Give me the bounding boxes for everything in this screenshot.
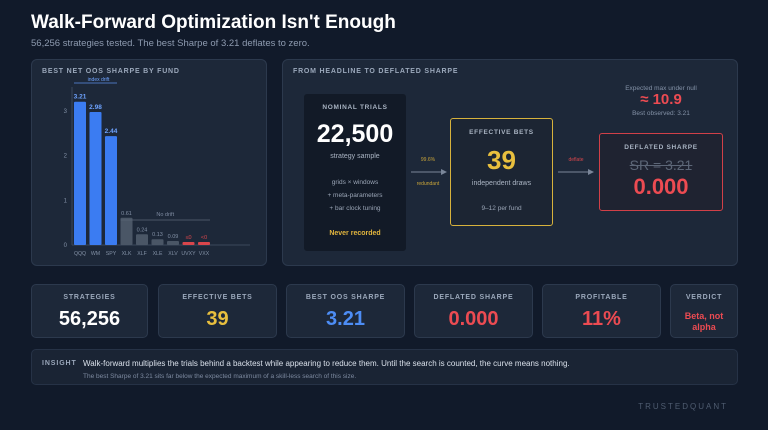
sharpe-bar-chart: 0 1 2 3 3.21 QQQ 2.98 WM 2.44 SPY 0.61 XLK 0.24 XLF 0.… (64, 77, 250, 257)
effective-label: EFFECTIVE BETS (469, 129, 534, 136)
card-value: 39 (206, 308, 229, 330)
effective-caption: independent draws (471, 180, 532, 187)
no-drift-label: No drift (156, 212, 174, 218)
nominal-item: + meta-parameters (327, 192, 383, 199)
deflate-label: deflate (568, 157, 584, 163)
flow-panel: FROM HEADLINE TO DEFLATED SHARPE NOMINAL… (282, 59, 738, 266)
arrow-right-icon (558, 169, 594, 175)
card-profitable: PROFITABLE 11% (542, 284, 661, 338)
bar (182, 242, 195, 245)
bar (120, 217, 133, 245)
card-value: 3.21 (326, 308, 365, 330)
card-strategies: STRATEGIES 56,256 (31, 284, 148, 338)
data-label: <0 (201, 235, 207, 241)
page-subtitle: 56,256 strategies tested. The best Sharp… (31, 38, 310, 49)
y-tick-label: 1 (64, 198, 68, 204)
redundancy-label: redundant (416, 181, 440, 187)
data-label: 3.21 (74, 94, 87, 101)
x-tick-label: UVXY (181, 251, 196, 257)
struck-sharpe: SR = 3.21 (629, 157, 693, 173)
data-label: 0.61 (121, 211, 132, 217)
best-observed-note: Best observed: 3.21 (632, 110, 690, 117)
bar (151, 239, 164, 245)
nominal-value: 22,500 (316, 120, 394, 148)
x-tick-label: SPY (106, 251, 117, 257)
insight-bar: INSIGHT Walk-forward multiplies the tria… (31, 349, 738, 385)
null-max-value: ≈ 10.9 (640, 91, 682, 108)
card-best-oos-sharpe: BEST OOS SHARPE 3.21 (286, 284, 405, 338)
card-effective-bets: EFFECTIVE BETS 39 (158, 284, 277, 338)
page-title: Walk-Forward Optimization Isn't Enough (31, 12, 396, 33)
deflated-sharpe-box: DEFLATED SHARPE SR = 3.21 0.000 (599, 133, 723, 211)
bar (74, 101, 86, 245)
bar (136, 234, 148, 245)
card-label: DEFLATED SHARPE (433, 294, 514, 301)
card-verdict: VERDICT Beta, not alpha (670, 284, 738, 338)
card-value: 56,256 (58, 308, 121, 330)
data-label: 2.44 (105, 128, 118, 135)
deflated-label: DEFLATED SHARPE (624, 144, 698, 151)
x-tick-label: XLE (153, 251, 163, 257)
flow-title: FROM HEADLINE TO DEFLATED SHARPE (293, 68, 459, 75)
bar (105, 136, 117, 245)
null-max-label: Expected max under null (625, 85, 697, 92)
nominal-item: + bar clock tuning (329, 205, 381, 212)
insight-tag: INSIGHT (42, 360, 77, 367)
x-tick-label: XLF (137, 251, 147, 257)
nominal-item: grids × windows (331, 179, 379, 186)
x-tick-label: QQQ (74, 251, 86, 257)
data-label: 0.13 (152, 232, 163, 238)
nominal-footer: Never recorded (329, 230, 381, 237)
effective-footer: 9–12 per fund (481, 205, 522, 212)
y-tick-label: 0 (64, 243, 68, 249)
card-label: EFFECTIVE BETS (182, 294, 253, 301)
data-label: 0.24 (137, 227, 148, 233)
card-value: 0.000 (448, 308, 499, 330)
card-label: VERDICT (685, 294, 723, 301)
effective-bets-box: EFFECTIVE BETS 39 independent draws 9–12… (450, 118, 553, 226)
brand-logo: TRUSTEDQUANT (638, 402, 728, 411)
chart-title: BEST NET OOS SHARPE BY FUND (42, 68, 180, 75)
card-label: BEST OOS SHARPE (305, 294, 386, 301)
x-tick-label: WM (91, 251, 100, 257)
x-tick-label: XLK (122, 251, 132, 257)
effective-value: 39 (487, 145, 516, 175)
data-label: ≤0 (185, 235, 191, 241)
card-value: 11% (582, 308, 621, 330)
index-drift-label: index drift (88, 77, 110, 83)
nominal-trials-box: NOMINAL TRIALS 22,500 strategy sample gr… (304, 94, 406, 251)
card-deflated-sharpe: DEFLATED SHARPE 0.000 (414, 284, 533, 338)
insight-sub-text: The best Sharpe of 3.21 sits far below t… (83, 373, 357, 380)
x-tick-label: XLV (168, 251, 178, 257)
x-tick-label: VXX (199, 251, 210, 257)
y-tick-label: 3 (64, 109, 68, 115)
arrow-right-icon (411, 169, 447, 175)
card-label: STRATEGIES (63, 294, 116, 301)
insight-main-text: Walk-forward multiplies the trials behin… (83, 359, 570, 368)
redundancy-percent: 99.6% (420, 157, 436, 163)
bar (167, 240, 179, 245)
y-tick-label: 2 (64, 154, 68, 160)
nominal-caption: strategy sample (330, 153, 380, 160)
card-label: PROFITABLE (575, 294, 628, 301)
data-label: 0.09 (168, 234, 179, 240)
deflated-value: 0.000 (633, 174, 689, 199)
bar (89, 111, 102, 245)
data-label: 2.98 (89, 104, 102, 111)
chart-panel: BEST NET OOS SHARPE BY FUND 0 1 2 3 3.21 QQQ 2… (31, 59, 267, 266)
card-value: Beta, not alpha (684, 311, 724, 332)
bar (198, 242, 210, 245)
nominal-label: NOMINAL TRIALS (322, 104, 388, 111)
